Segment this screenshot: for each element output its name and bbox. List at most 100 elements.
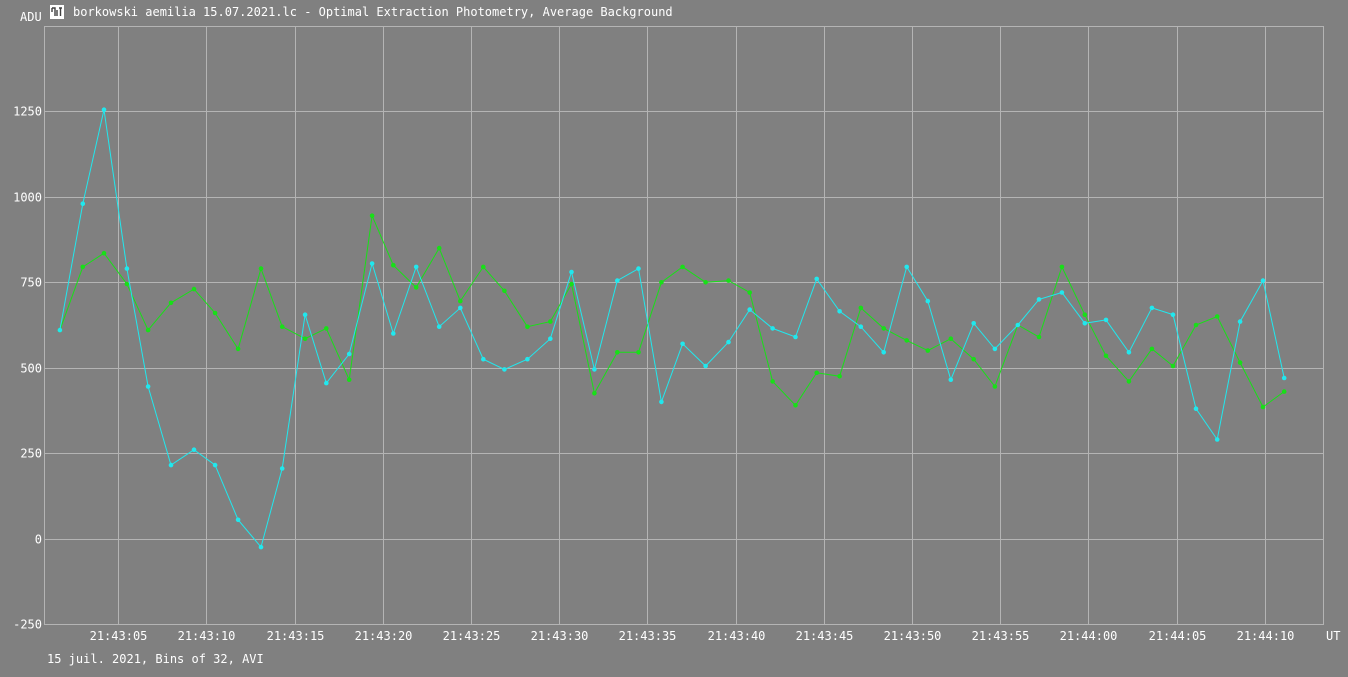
data-point (770, 326, 775, 331)
data-point (615, 278, 620, 283)
data-point (346, 377, 352, 383)
data-point (391, 331, 396, 336)
data-point (101, 250, 107, 256)
data-point (858, 324, 864, 330)
y-tick-label: 750 (20, 276, 42, 290)
series-0 (57, 107, 1287, 550)
data-point (1237, 360, 1243, 365)
data-point (391, 262, 396, 268)
data-point (1059, 264, 1065, 270)
data-point (680, 341, 685, 347)
data-point (1237, 319, 1243, 324)
data-point (636, 350, 641, 355)
data-point (481, 264, 486, 270)
data-point (793, 334, 798, 340)
data-point (1126, 350, 1132, 355)
window-title: borkowski aemilia 15.07.2021.lc - Optima… (73, 5, 673, 19)
series-line (59, 109, 1285, 549)
data-point (1082, 312, 1088, 318)
data-point (592, 391, 597, 396)
data-point (904, 338, 909, 343)
app-logo-icon[interactable] (50, 5, 64, 19)
x-tick-label: 21:43:25 (443, 629, 501, 643)
data-point (703, 280, 708, 285)
data-point (279, 466, 285, 471)
data-point (168, 462, 174, 468)
data-point (458, 298, 463, 304)
y-tick-label: 0 (35, 533, 42, 547)
x-tick-label: 21:43:40 (708, 629, 766, 643)
grid (44, 26, 1323, 625)
data-point (770, 379, 775, 384)
data-point (145, 384, 151, 389)
data-point (57, 327, 63, 333)
data-point (1149, 346, 1155, 352)
data-point (636, 266, 641, 271)
x-tick-label: 21:43:20 (355, 629, 413, 643)
data-point (525, 324, 530, 330)
data-point (369, 213, 375, 218)
data-point (592, 367, 597, 372)
data-point (814, 370, 819, 376)
data-point (837, 374, 842, 379)
data-point (904, 264, 909, 270)
data-point (925, 348, 931, 353)
data-point (881, 326, 886, 331)
data-point (235, 346, 241, 352)
data-point (1170, 363, 1176, 369)
data-point (369, 261, 375, 266)
axis-labels: ADU UT -250 0 250 500 750 1000 1250 21:43:05 21:… (13, 10, 1340, 643)
data-point (747, 307, 752, 312)
data-point (992, 346, 998, 352)
data-point (703, 363, 708, 369)
data-point (502, 367, 507, 372)
data-point (525, 356, 530, 362)
data-point (212, 462, 218, 468)
data-point (971, 356, 976, 362)
data-point (436, 324, 442, 330)
data-point (569, 281, 574, 287)
data-point (1214, 314, 1220, 319)
data-point (1170, 312, 1176, 318)
data-point (793, 403, 798, 408)
data-point (747, 290, 752, 295)
y-tick-label: 500 (20, 362, 42, 376)
data-point (235, 517, 241, 523)
data-point (80, 201, 86, 206)
y-tick-label: 250 (20, 447, 42, 461)
x-tick-label: 21:43:10 (178, 629, 236, 643)
data-point (502, 288, 507, 294)
data-point (191, 286, 197, 292)
data-point (1281, 389, 1287, 394)
x-tick-label: 21:43:55 (972, 629, 1030, 643)
x-tick-label: 21:43:05 (90, 629, 148, 643)
data-point (1036, 297, 1042, 302)
data-point (948, 377, 954, 383)
data-point (80, 264, 86, 270)
data-point (858, 305, 864, 311)
x-axis-unit-label: UT (1326, 629, 1340, 643)
data-point (481, 356, 486, 362)
data-point (925, 298, 931, 304)
data-point (1059, 290, 1065, 295)
series-line (59, 213, 1285, 408)
data-point (302, 336, 308, 342)
data-point (458, 305, 463, 311)
y-axis-label: ADU (20, 10, 42, 24)
footer-info: 15 juil. 2021, Bins of 32, AVI (47, 652, 264, 666)
data-point (279, 324, 285, 330)
data-point (1281, 375, 1287, 381)
x-tick-label: 21:44:05 (1149, 629, 1207, 643)
data-point (726, 339, 731, 345)
data-point (726, 278, 731, 283)
data-point (436, 245, 442, 251)
data-point (881, 350, 886, 355)
data-point (814, 276, 819, 282)
data-point (258, 266, 264, 271)
plot-frame (44, 26, 1324, 625)
data-point (1103, 353, 1109, 359)
data-point (413, 285, 419, 290)
data-point (124, 281, 130, 287)
